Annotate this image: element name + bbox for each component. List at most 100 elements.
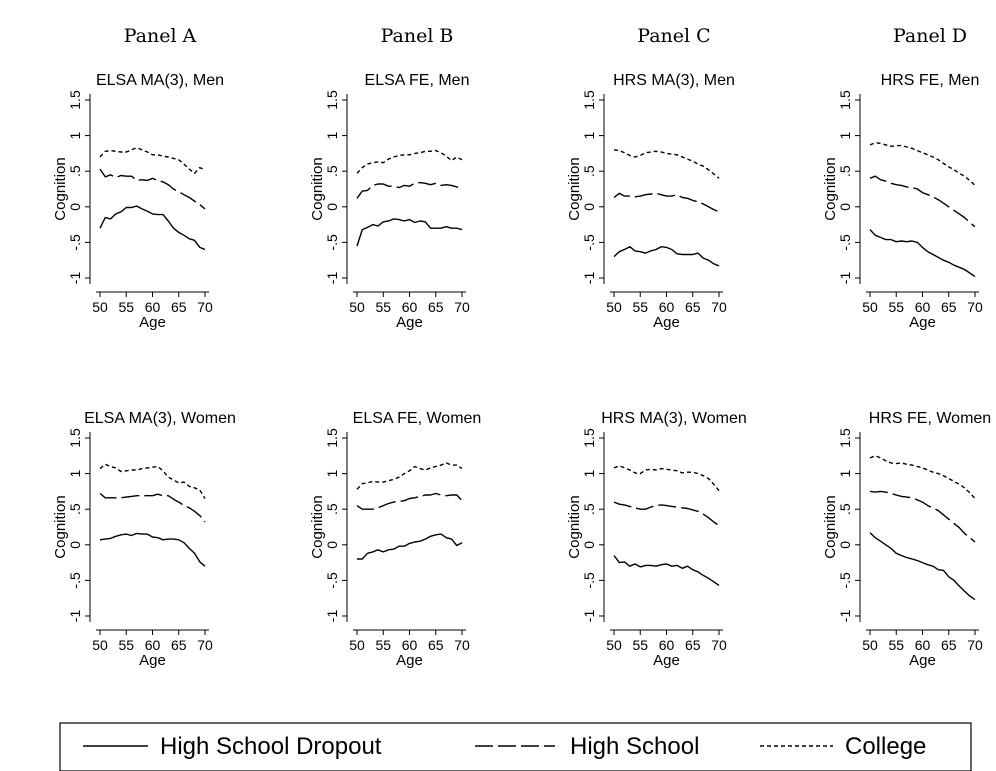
series-line-high-school — [99, 492, 206, 523]
chart-grid: ELSA MA(3), Men-1-.50.511.550 55 60 65 70Age… — [52, 72, 991, 669]
series-line-dropout — [99, 205, 206, 251]
x-tick-label: 65 — [685, 299, 701, 315]
y-tick-label: -1 — [837, 272, 853, 285]
x-tick-label: 70 — [454, 299, 470, 315]
chart-panel-5: ELSA MA(3), Women -1 -.5 0 .5 1 1.5 50 55 60 65 70 A… — [52, 410, 236, 669]
chart-title: HRS MA(3), Men — [613, 72, 735, 89]
y-tick-label: 1 — [581, 131, 597, 139]
legend-box — [59, 722, 972, 771]
y-tick-label: 1 — [581, 469, 597, 477]
y-tick-label: 1.5 — [581, 90, 597, 110]
x-tick-label: 50 — [92, 637, 108, 653]
y-tick-label: .5 — [67, 165, 83, 177]
chart-panel-1: ELSA MA(3), Men -1 -.5 0 .5 1 1.5 50 55 60 65 70 Age… — [52, 72, 224, 331]
series-line-high-school — [99, 168, 206, 210]
y-tick-label: -1 — [324, 610, 340, 623]
y-tick-label: -1 — [324, 272, 340, 285]
y-tick-label: 0 — [581, 203, 597, 211]
y-tick-label: .5 — [324, 503, 340, 515]
series-line-dropout — [99, 532, 206, 567]
x-tick-label: 50 — [606, 637, 622, 653]
y-axis-label: Cognition — [52, 157, 69, 220]
x-tick-label: 50 — [606, 299, 622, 315]
series-line-college — [869, 141, 976, 186]
series-line-high-school — [356, 181, 463, 199]
series-line-high-school — [613, 501, 720, 527]
x-tick-label: 70 — [454, 637, 470, 653]
x-tick-label: 65 — [941, 637, 957, 653]
y-tick-label: -1 — [67, 272, 83, 285]
x-tick-label: 60 — [659, 299, 675, 315]
x-tick-label: 65 — [171, 299, 187, 315]
y-tick-label: .5 — [581, 165, 597, 177]
series-line-college — [356, 149, 463, 174]
legend: High School Dropout High School College — [59, 722, 972, 771]
y-tick-label: .5 — [837, 165, 853, 177]
y-axis-label: Cognition — [822, 157, 839, 220]
y-axis-label: Cognition — [566, 495, 583, 558]
legend-label-dropout: High School Dropout — [160, 733, 382, 760]
x-tick-label: 65 — [428, 637, 444, 653]
panel-headers: Panel A Panel B Panel C Panel D — [124, 25, 967, 47]
x-axis-label: Age — [139, 314, 166, 331]
y-tick-label: 1.5 — [837, 90, 853, 110]
y-axis-label: Cognition — [52, 495, 69, 558]
y-tick-label: -1 — [581, 272, 597, 285]
x-tick-label: 60 — [145, 299, 161, 315]
y-tick-label: 1.5 — [324, 90, 340, 110]
y-axis-label: Cognition — [566, 157, 583, 220]
series-line-college — [356, 462, 463, 490]
series-line-dropout — [613, 245, 720, 267]
x-tick-label: 60 — [915, 299, 931, 315]
y-tick-label: -.5 — [324, 572, 340, 589]
x-axis-label: Age — [139, 652, 166, 669]
y-axis-label: Cognition — [309, 495, 326, 558]
y-tick-label: 1 — [837, 469, 853, 477]
series-line-college — [99, 146, 206, 175]
y-tick-label: 1.5 — [324, 428, 340, 448]
x-axis-label: Age — [909, 314, 936, 331]
series-line-dropout — [356, 218, 463, 247]
series-line-college — [613, 465, 720, 492]
y-tick-label: -.5 — [581, 234, 597, 251]
x-tick-label: 65 — [171, 637, 187, 653]
x-tick-label: 55 — [888, 637, 904, 653]
y-tick-label: 0 — [67, 541, 83, 549]
x-tick-label: 65 — [685, 637, 701, 653]
y-tick-label: -1 — [581, 610, 597, 623]
y-tick-label: -1 — [837, 610, 853, 623]
panel-header-d: Panel D — [893, 25, 967, 47]
x-tick-label: 60 — [145, 637, 161, 653]
x-tick-label: 60 — [659, 637, 675, 653]
chart-title: HRS MA(3), Women — [601, 410, 747, 427]
series-line-dropout — [869, 532, 976, 601]
chart-title: ELSA FE, Women — [353, 410, 482, 427]
y-tick-label: -.5 — [837, 234, 853, 251]
y-tick-label: 1.5 — [581, 428, 597, 448]
y-tick-label: 0 — [837, 541, 853, 549]
x-tick-label: 50 — [349, 299, 365, 315]
y-tick-label: 1 — [67, 469, 83, 477]
series-line-dropout — [357, 533, 463, 560]
x-tick-label: 70 — [967, 637, 983, 653]
y-tick-label: .5 — [837, 503, 853, 515]
chart-title: HRS FE, Men — [881, 72, 980, 89]
x-tick-label: 70 — [197, 299, 213, 315]
x-tick-label: 65 — [941, 299, 957, 315]
x-tick-label: 60 — [915, 637, 931, 653]
y-tick-label: 1 — [324, 131, 340, 139]
chart-title: HRS FE, Women — [869, 410, 991, 427]
x-axis-label: Age — [396, 314, 423, 331]
chart-panel-6: ELSA FE, Women -1 -.5 0 .5 1 1.5 50 55 60 65 70 Age C… — [309, 410, 481, 669]
y-tick-label: 0 — [324, 541, 340, 549]
y-tick-label: -.5 — [581, 572, 597, 589]
y-tick-label: 1 — [837, 131, 853, 139]
x-tick-label: 55 — [375, 299, 391, 315]
y-tick-label: 1 — [324, 469, 340, 477]
x-tick-label: 55 — [632, 637, 648, 653]
x-tick-label: 50 — [862, 637, 878, 653]
y-tick-label: 0 — [67, 203, 83, 211]
chart-title: ELSA MA(3), Women — [84, 410, 236, 427]
legend-label-highschool: High School — [570, 733, 699, 760]
